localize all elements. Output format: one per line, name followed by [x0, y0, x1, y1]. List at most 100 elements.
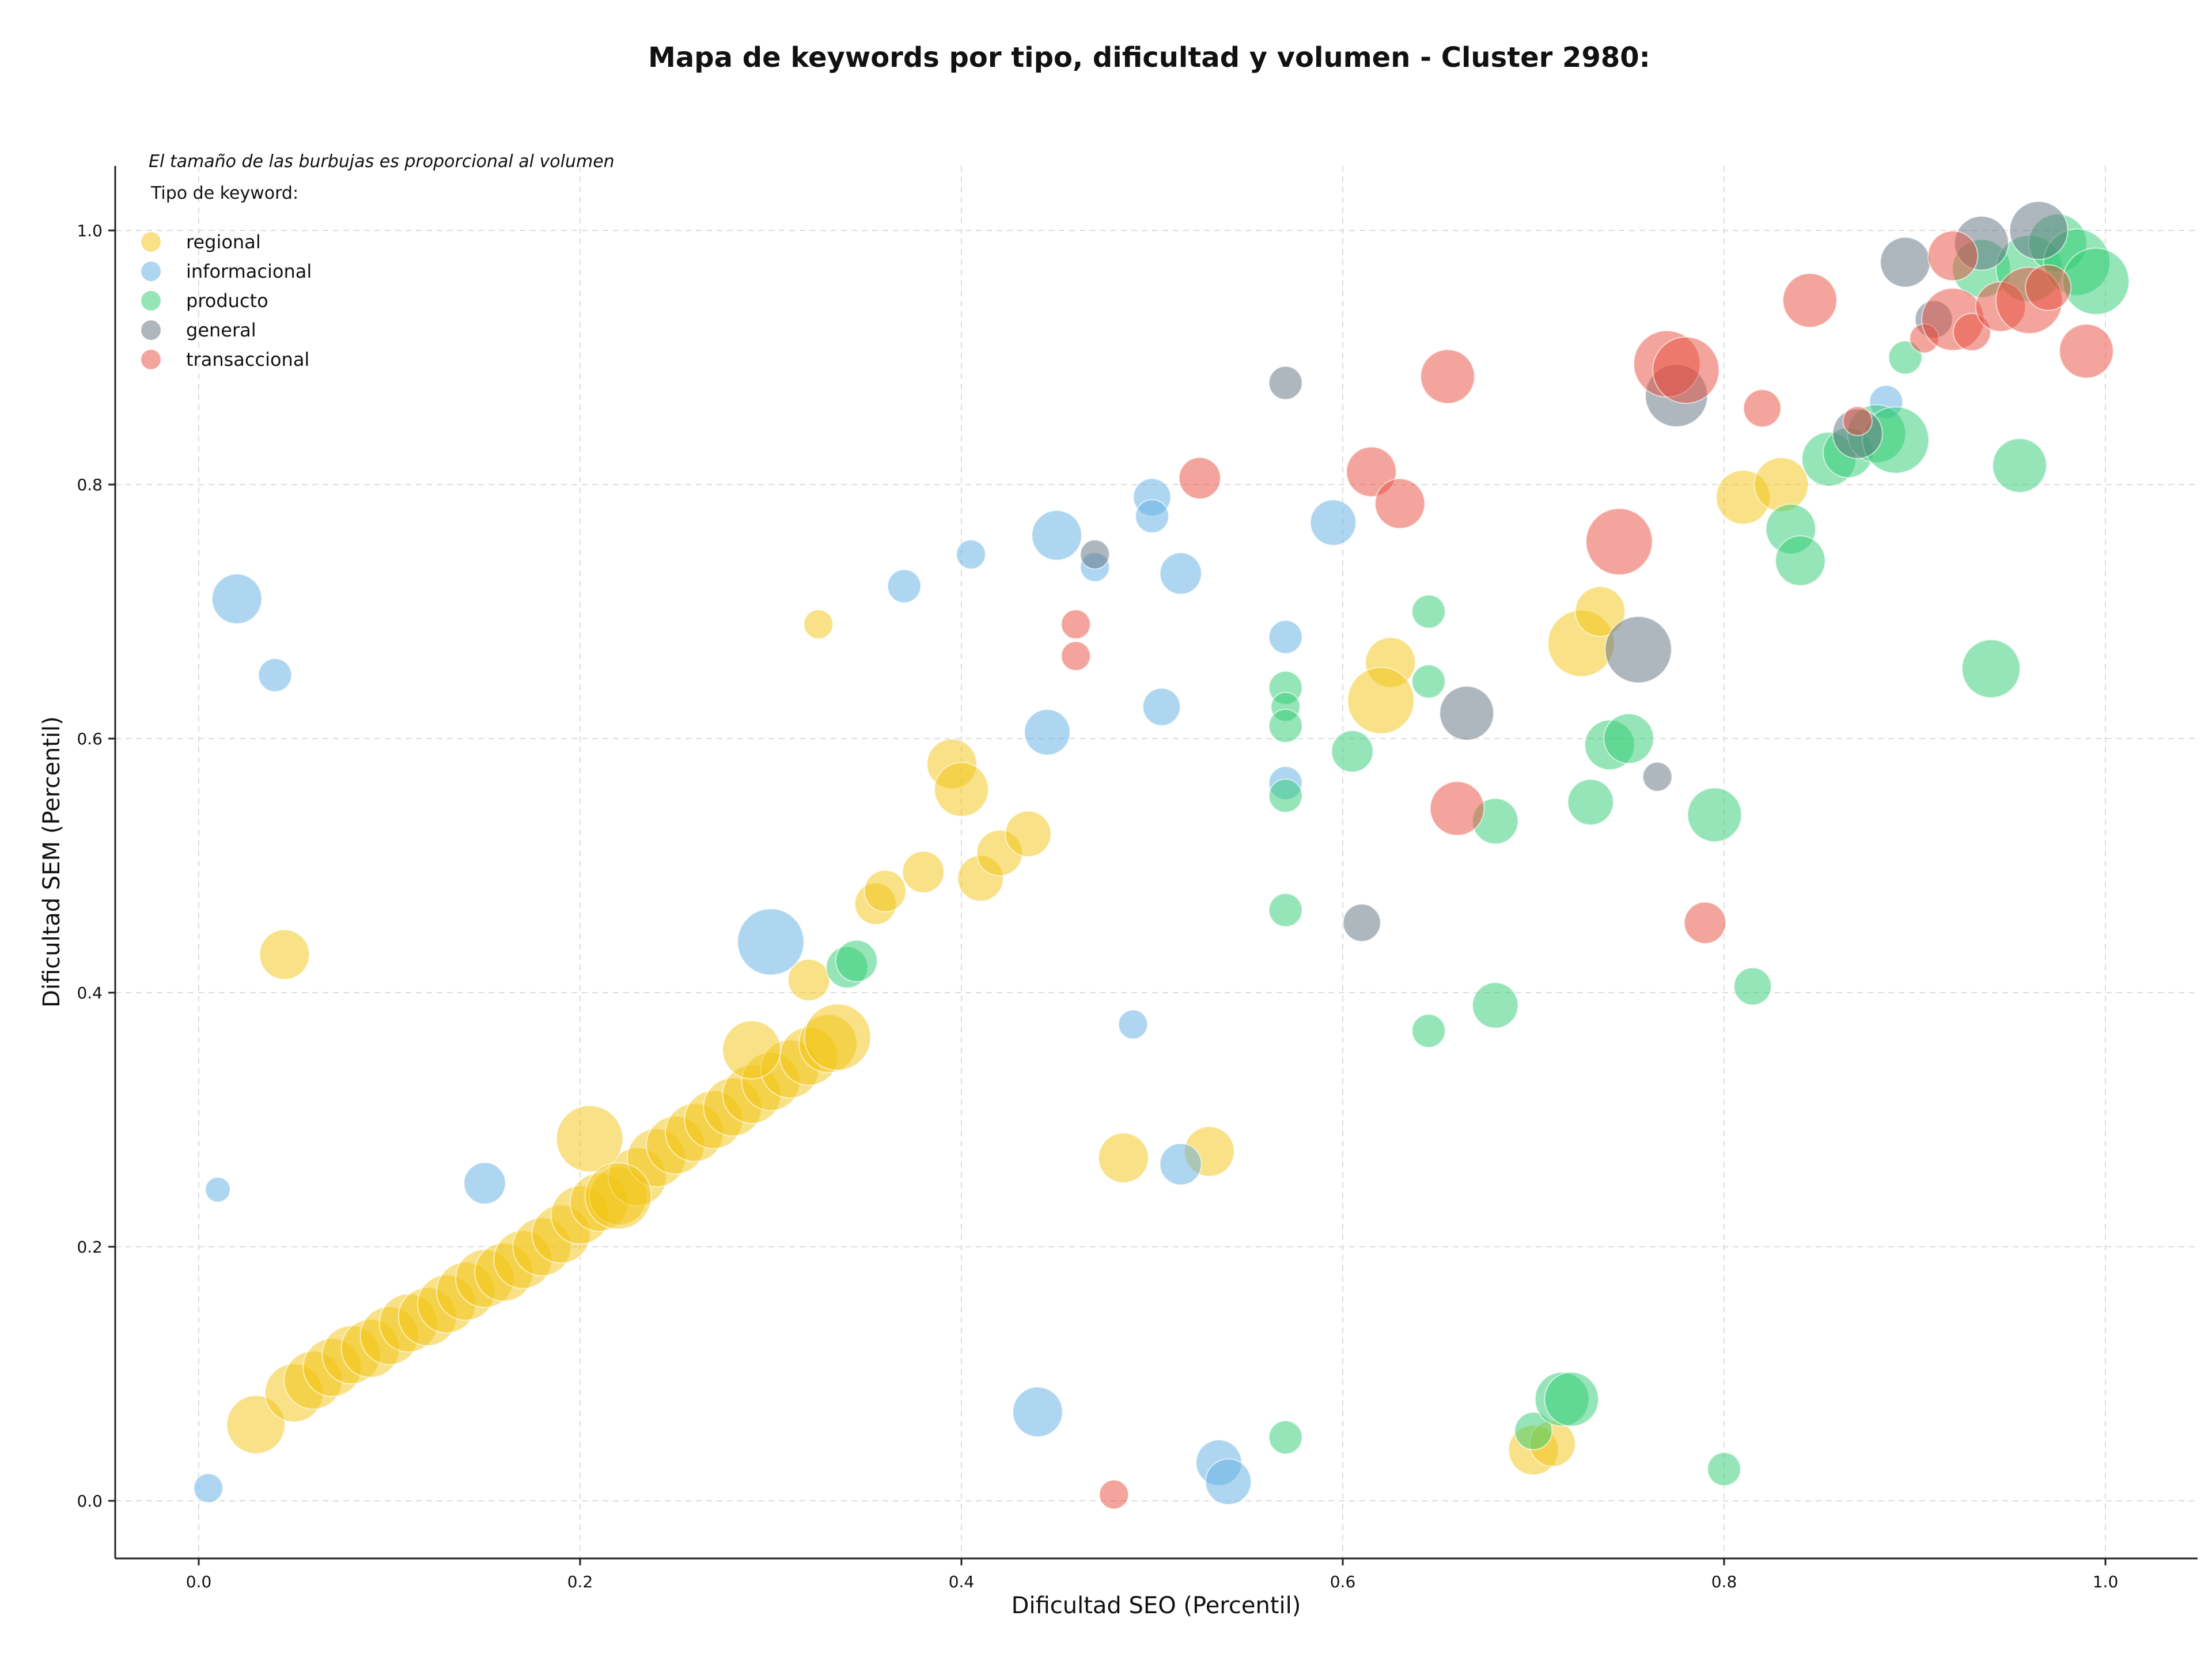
bubble-regional	[722, 1020, 782, 1080]
bubble-transaccional	[1652, 336, 1720, 404]
bubble-regional	[902, 850, 945, 894]
bubble-general	[1342, 903, 1381, 943]
legend-label-general: general	[186, 319, 256, 341]
bubble-transaccional	[1374, 478, 1426, 529]
y-axis-label: Dificultad SEM (Percentil)	[39, 716, 65, 1008]
bubble-producto	[1687, 787, 1743, 843]
legend-marker-informacional	[141, 262, 161, 281]
bubble-regional	[934, 762, 989, 817]
legend-label-informacional: informacional	[186, 260, 312, 282]
bubble-general	[1268, 365, 1303, 400]
grid	[115, 166, 2198, 1558]
bubble-producto	[1331, 730, 1374, 773]
bubble-transaccional	[1420, 349, 1475, 404]
bubble-transaccional	[1099, 1479, 1130, 1510]
y-tick-label: 0.4	[77, 983, 103, 1002]
bubble-transaccional	[1927, 230, 1979, 282]
bubble-informacional	[211, 573, 263, 625]
bubble-general	[1439, 686, 1494, 741]
bubble-regional	[1005, 810, 1052, 858]
x-tick-label: 0.2	[567, 1572, 593, 1591]
bubble-general	[2009, 200, 2069, 260]
bubble-producto	[1268, 709, 1303, 743]
y-axis-ticks: 0.0 0.2 0.4 0.6 0.8 1.0	[77, 221, 115, 1511]
bubble-producto	[835, 939, 878, 982]
bubble-producto	[1411, 1013, 1446, 1048]
legend-marker-producto	[141, 291, 161, 311]
bubble-transaccional	[2025, 264, 2072, 311]
bubble-producto	[1992, 438, 2047, 493]
bubble-informacional	[193, 1473, 224, 1504]
legend-label-regional: regional	[186, 231, 261, 253]
legend-marker-general	[141, 320, 161, 340]
bubble-regional	[803, 609, 834, 640]
bubble-transaccional	[1429, 781, 1485, 837]
bubble-transaccional	[1842, 406, 1873, 436]
bubble-producto	[1733, 967, 1772, 1006]
bubble-regional	[1347, 667, 1415, 735]
y-tick-label: 0.0	[77, 1492, 103, 1511]
bubble-transaccional	[1743, 389, 1782, 428]
legend-label-transaccional: transaccional	[186, 349, 309, 370]
bubble-informacional	[887, 569, 922, 604]
bubble-producto	[1603, 713, 1654, 765]
bubble-informacional	[1309, 499, 1357, 546]
legend: regional informacional producto general tran…	[141, 231, 312, 370]
bubble-general	[1642, 762, 1673, 792]
bubble-informacional	[204, 1176, 231, 1203]
bubble-informacional	[1135, 499, 1169, 534]
bubble-transaccional	[1178, 457, 1221, 500]
x-tick-label: 0.6	[1330, 1572, 1356, 1591]
bubble-informacional	[1012, 1386, 1063, 1437]
series-informacional	[193, 384, 1904, 1505]
bubble-size-note: El tamaño de las burbujas es proporciona…	[149, 152, 615, 172]
bubble-transaccional	[1060, 641, 1091, 671]
bubble-producto	[1514, 1412, 1553, 1451]
x-tick-label: 0.4	[949, 1572, 975, 1591]
bubble-informacional	[1118, 1009, 1149, 1040]
bubble-regional	[1098, 1132, 1149, 1183]
bubble-regional	[804, 1003, 872, 1071]
bubble-producto	[1268, 778, 1303, 813]
bubble-informacional	[463, 1161, 506, 1205]
bubble-producto	[1775, 535, 1826, 587]
bubble-informacional	[737, 908, 805, 976]
legend-label-producto: producto	[186, 290, 268, 312]
bubble-regional	[584, 1162, 652, 1230]
bubble-regional	[1753, 457, 1809, 512]
bubble-producto	[1472, 982, 1519, 1029]
x-tick-label: 1.0	[2093, 1572, 2119, 1591]
bubble-regional	[1574, 586, 1626, 637]
x-tick-label: 0.0	[186, 1572, 212, 1591]
bubble-informacional	[257, 658, 293, 693]
x-tick-label: 0.8	[1711, 1572, 1737, 1591]
bubble-producto	[1707, 1452, 1741, 1486]
series-regional	[226, 457, 1809, 1476]
bubble-general	[1080, 539, 1110, 570]
bubble-transaccional	[2059, 323, 2114, 379]
bubble-producto	[2062, 247, 2130, 315]
bubble-regional	[555, 1105, 624, 1173]
y-tick-label: 1.0	[77, 221, 103, 240]
bubble-producto	[1888, 340, 1923, 375]
legend-title: Tipo de keyword:	[150, 183, 298, 203]
y-tick-label: 0.8	[77, 475, 103, 494]
bubble-producto	[1411, 664, 1446, 699]
y-tick-label: 0.2	[77, 1238, 103, 1257]
bubble-informacional	[1205, 1458, 1252, 1505]
bubble-producto	[1961, 639, 2021, 699]
chart-title: Mapa de keywords por tipo, dificultad y …	[648, 41, 1650, 74]
x-axis-ticks: 0.0 0.2 0.4 0.6 0.8 1.0	[186, 1558, 2119, 1591]
bubble-informacional	[956, 539, 986, 570]
x-axis-label: Dificultad SEO (Percentil)	[1012, 1592, 1301, 1619]
legend-marker-transaccional	[141, 350, 161, 369]
bubble-regional	[787, 959, 831, 1001]
bubble-informacional	[1159, 552, 1202, 595]
bubble-transaccional	[1060, 609, 1091, 640]
bubble-transaccional	[1585, 508, 1653, 576]
bubble-producto	[1544, 1371, 1599, 1427]
bubble-producto	[1411, 594, 1446, 629]
series-general	[1080, 200, 2069, 943]
y-tick-label: 0.6	[77, 729, 103, 748]
